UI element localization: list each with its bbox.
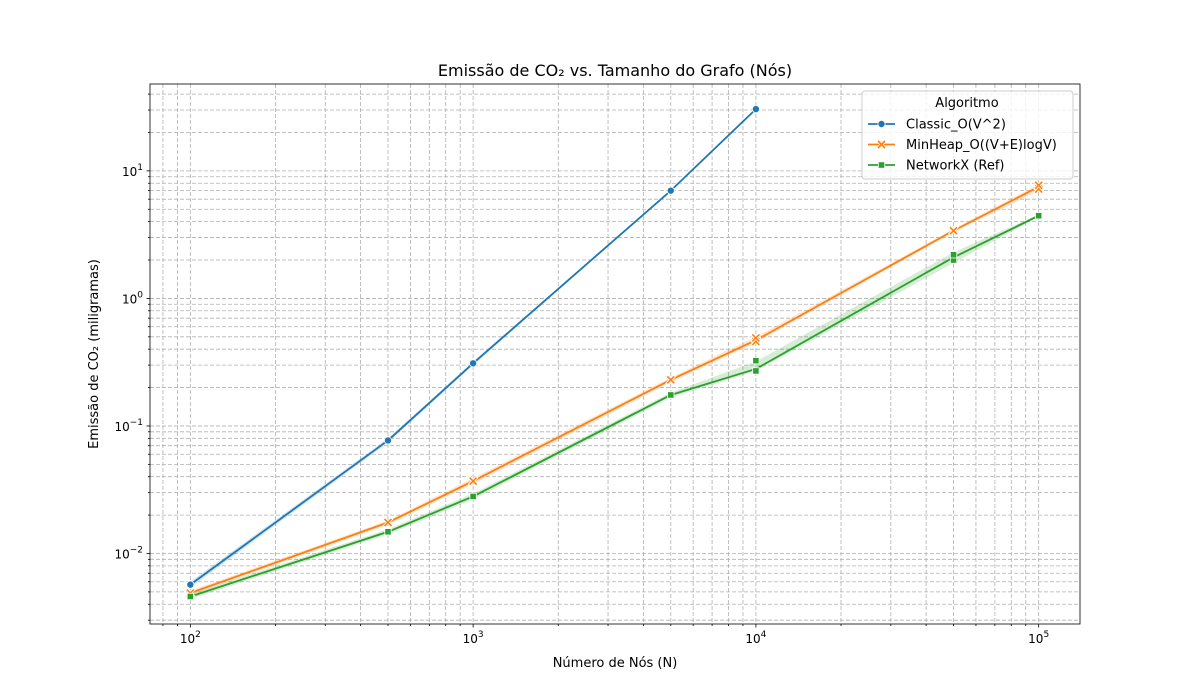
marker-x-stroke — [383, 518, 393, 527]
legend-entries: Classic_O(V^2) MinHeap_O((V+E)logV) Networ… — [868, 118, 1057, 174]
plot-frame — [149, 83, 1081, 625]
y-tick-label: 10−2 — [114, 545, 143, 561]
x-tick-label-exponent: 4 — [761, 630, 767, 640]
marker-x-stroke — [666, 375, 675, 384]
x-tick-label-base: 10 — [463, 632, 478, 646]
series-2-point — [667, 391, 675, 399]
x-tick-label: 103 — [463, 630, 484, 646]
legend-frame — [861, 90, 1074, 180]
x-tick-label-base: 10 — [745, 632, 760, 646]
marker-x-stroke — [751, 333, 760, 342]
series-0-point — [666, 186, 675, 195]
x-tick-label: 102 — [180, 630, 201, 646]
x-tick-label-exponent: 5 — [1043, 630, 1049, 640]
series-0-point — [186, 580, 195, 589]
series-1-point — [948, 225, 959, 236]
y-tick-label-base: 10 — [122, 165, 137, 179]
series-2-point — [752, 357, 760, 365]
legend-entry: NetworkX (Ref) — [868, 159, 1004, 174]
y-tick-label-base: 10 — [114, 547, 129, 561]
series-markers — [185, 105, 1044, 601]
series-0-point — [469, 359, 478, 368]
series-2-point — [752, 367, 760, 375]
legend-label: MinHeap_O((V+E)logV) — [906, 138, 1057, 153]
x-axis-label: Número de Nós (N) — [553, 656, 678, 671]
y-tick-label-exponent: 1 — [137, 163, 143, 173]
y-tick-label-base: 10 — [122, 292, 137, 306]
y-tick-label: 101 — [122, 163, 143, 179]
series-1-point — [468, 475, 479, 487]
x-tick-label: 105 — [1028, 630, 1049, 646]
series-2-point — [384, 528, 392, 536]
legend-entry: MinHeap_O((V+E)logV) — [868, 138, 1057, 153]
series-1-point — [750, 332, 761, 344]
legend-label: NetworkX (Ref) — [906, 159, 1004, 174]
series-1-point — [382, 517, 394, 528]
marker-x-stroke — [877, 140, 886, 149]
y-axis-label: Emissão de CO₂ (miligramas) — [87, 259, 102, 449]
series-2-point — [186, 592, 194, 601]
legend-swatch-marker — [877, 120, 886, 129]
series-1-point — [1033, 180, 1044, 191]
grid-layer — [150, 84, 1080, 624]
legend-swatch-marker — [877, 161, 886, 169]
series-2-point — [1035, 212, 1043, 220]
legend-title: Algoritmo — [935, 96, 998, 111]
x-tick-label: 104 — [745, 630, 766, 646]
x-tick-label-base: 10 — [180, 632, 195, 646]
y-tick-label-exponent: 0 — [137, 290, 143, 300]
x-tick-label-exponent: 2 — [195, 630, 201, 640]
y-tick-label-exponent: −2 — [130, 545, 143, 555]
x-tick-label-exponent: 3 — [478, 630, 484, 640]
marker-x-stroke — [1034, 181, 1043, 190]
legend: Algoritmo Classic_O(V^2) MinHeap_O((V+E)l… — [861, 90, 1074, 180]
y-tick-label: 100 — [122, 290, 143, 306]
legend-entry: Classic_O(V^2) — [868, 118, 1006, 133]
chart-title: Emissão de CO₂ vs. Tamanho do Grafo (Nós… — [438, 61, 792, 80]
marker-x-stroke — [949, 226, 958, 235]
x-tick-label-base: 10 — [1028, 632, 1043, 646]
y-tick-label: 10−1 — [114, 418, 143, 434]
legend-label: Classic_O(V^2) — [906, 118, 1006, 133]
legend-swatch-marker — [876, 139, 887, 150]
series-0-point — [751, 105, 760, 114]
y-tick-label-exponent: −1 — [130, 418, 143, 428]
marker-x-stroke — [469, 476, 478, 486]
series-0-point — [383, 436, 392, 445]
y-tick-label-base: 10 — [114, 420, 129, 434]
series-1-point — [665, 374, 676, 385]
series-2-point — [949, 251, 958, 259]
series-2-point — [469, 492, 477, 501]
